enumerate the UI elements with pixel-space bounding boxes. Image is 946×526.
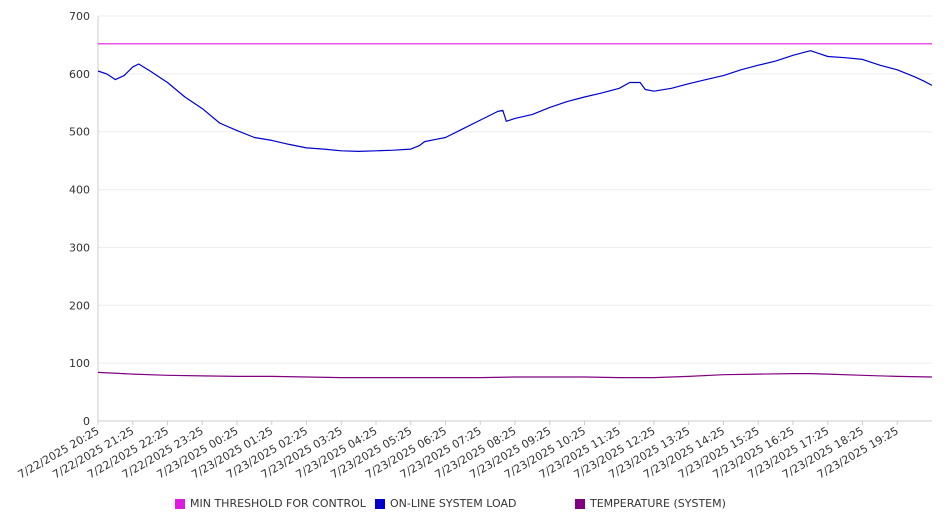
legend-item: TEMPERATURE (SYSTEM): [575, 497, 726, 510]
y-tick-label: 300: [69, 241, 90, 254]
legend-label: TEMPERATURE (SYSTEM): [590, 497, 726, 510]
series-lines: [97, 43, 933, 379]
legend-swatch: [175, 498, 185, 509]
y-tick-label: 500: [69, 126, 90, 139]
line-chart: 0 100 200 300 400 500 600 700 7/22/2025 20:257/…: [16, 10, 933, 481]
series-line-on-line-system-load: [97, 50, 933, 152]
legend-swatch: [375, 498, 385, 509]
series-line-temperature-system: [97, 371, 933, 379]
y-tick-label: 400: [69, 184, 90, 197]
legend-item: ON-LINE SYSTEM LOAD: [375, 497, 516, 510]
y-tick-label: 600: [69, 68, 90, 81]
legend-label: MIN THRESHOLD FOR CONTROL: [190, 497, 366, 510]
grid-lines: [98, 15, 932, 364]
legend-item: MIN THRESHOLD FOR CONTROL: [175, 497, 366, 510]
legend-label: ON-LINE SYSTEM LOAD: [390, 497, 517, 510]
axes: [97, 16, 932, 422]
y-tick-labels: 0 100 200 300 400 500 600 700: [69, 10, 90, 428]
y-tick-label: 100: [69, 357, 90, 370]
chart-legend: MIN THRESHOLD FOR CONTROL ON-LINE SYSTEM …: [0, 497, 946, 515]
x-tick-labels: 7/22/2025 20:257/22/2025 21:257/22/2025 …: [16, 421, 901, 481]
y-tick-label: 700: [69, 10, 90, 23]
y-tick-label: 200: [69, 299, 90, 312]
legend-swatch: [575, 498, 585, 509]
y-tick-label: 0: [83, 415, 90, 428]
